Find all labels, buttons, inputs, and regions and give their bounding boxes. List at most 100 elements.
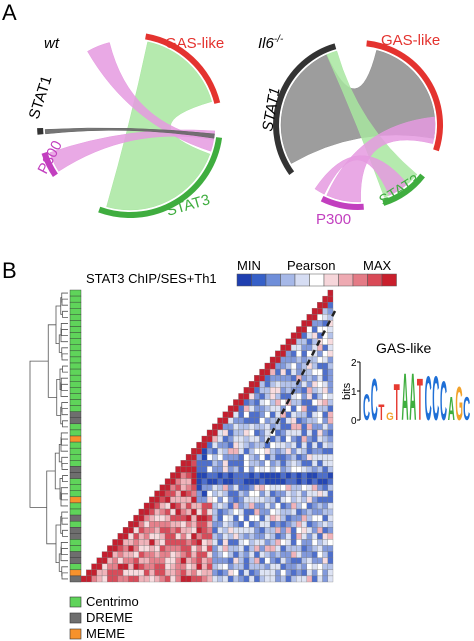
heatmap-cell	[149, 569, 155, 577]
heatmap-cell	[248, 393, 255, 400]
heatmap-cell	[317, 441, 323, 449]
heatmap-cell	[86, 569, 92, 577]
heatmap-cell	[233, 435, 239, 443]
heatmap-cell	[191, 484, 197, 491]
heatmap-cell	[275, 478, 281, 485]
heatmap-cell	[306, 441, 313, 449]
heatmap-cell	[301, 356, 307, 364]
heatmap-cell	[306, 399, 313, 406]
heatmap-cell	[264, 399, 271, 406]
heatmap-cell	[149, 539, 155, 546]
scale-cell	[280, 273, 296, 287]
heatmap-cell	[254, 496, 260, 504]
scale-cell	[338, 273, 354, 287]
heatmap-cell	[301, 484, 307, 491]
heatmap-cell	[112, 557, 118, 564]
heatmap-cell	[311, 387, 318, 394]
heatmap-cell	[296, 527, 302, 534]
heatmap-cell	[254, 441, 260, 449]
heatmap-cell	[206, 569, 213, 577]
heatmap-cell	[290, 545, 297, 552]
heatmap-cell	[275, 448, 281, 455]
dendrogram-branch	[60, 432, 68, 443]
heatmap-cell	[196, 514, 202, 522]
heatmap-cell	[243, 539, 250, 546]
dendrogram-branch	[61, 438, 68, 446]
motif-ytick-label-1: 1	[351, 387, 357, 398]
heatmap-cell	[117, 569, 124, 577]
heatmap-cell	[275, 514, 281, 522]
heatmap-cell	[290, 338, 297, 345]
heatmap-cell	[217, 448, 223, 455]
heatmap-cell	[217, 478, 223, 485]
heatmap-cell	[217, 454, 223, 461]
heatmap-cell	[264, 387, 271, 394]
heatmap-cell	[296, 466, 302, 473]
heatmap-cell	[259, 417, 265, 424]
source-cell	[69, 301, 82, 309]
heatmap-cell	[254, 423, 260, 431]
heatmap-cell	[149, 575, 155, 583]
heatmap-cell	[280, 350, 286, 358]
heatmap-cell	[322, 502, 328, 510]
heatmap-cell	[217, 533, 223, 540]
heatmap-cell	[306, 435, 313, 443]
heatmap-cell	[128, 551, 134, 558]
heatmap-cell	[311, 551, 318, 558]
heatmap-cell	[159, 502, 166, 510]
heatmap-cell	[301, 387, 307, 394]
heatmap-cell	[175, 521, 181, 528]
heatmap-cell	[180, 557, 187, 564]
heatmap-cell	[322, 302, 328, 309]
heatmap-cell	[201, 563, 208, 570]
heatmap-cell	[159, 563, 166, 570]
source-cell	[69, 417, 82, 425]
heatmap-cell	[185, 490, 192, 497]
heatmap-cell	[227, 521, 234, 528]
heatmap-cell	[275, 399, 281, 406]
heatmap-cell	[317, 448, 323, 455]
heatmap-cell	[327, 435, 334, 443]
heatmap-cell	[259, 423, 265, 431]
heatmap-cell	[296, 423, 302, 431]
heatmap-cell	[154, 490, 160, 497]
heatmap-cell	[275, 502, 281, 510]
heatmap-cell	[327, 368, 334, 376]
heatmap-cell	[322, 295, 328, 303]
heatmap-cell	[201, 508, 208, 516]
heatmap-cell	[217, 472, 223, 479]
heatmap-cell	[217, 527, 223, 534]
heatmap-cell	[212, 423, 218, 431]
dendrogram-branch	[62, 310, 68, 318]
heatmap-cell	[170, 502, 176, 510]
heatmap-cell	[238, 429, 244, 437]
heatmap-cell	[227, 527, 234, 534]
heatmap-cell	[164, 575, 171, 583]
dendrogram-branch	[61, 456, 68, 467]
heatmap-cell	[149, 533, 155, 540]
heatmap-cell	[322, 563, 328, 570]
heatmap-cell	[301, 375, 307, 382]
wt-arcs	[37, 33, 223, 219]
heatmap-cell	[311, 314, 318, 321]
source-cell	[69, 533, 82, 540]
heatmap-cell	[243, 387, 250, 394]
heatmap-cell	[317, 551, 323, 558]
heatmap-cell	[212, 533, 218, 540]
heatmap-cell	[206, 429, 213, 437]
heatmap-cell	[264, 557, 271, 564]
heatmap-cell	[238, 441, 244, 449]
chord-arc-p300	[320, 195, 364, 210]
heatmap-cell	[122, 569, 129, 577]
scale-cell	[381, 273, 397, 287]
heatmap-cell	[327, 496, 334, 504]
heatmap-cell	[285, 496, 292, 504]
heatmap-cell	[227, 496, 234, 504]
heatmap-cell	[233, 448, 239, 455]
heatmap-cell	[264, 393, 271, 400]
heatmap-cell	[238, 502, 244, 510]
heatmap-cell	[91, 575, 97, 583]
heatmap-cell	[322, 454, 328, 461]
heatmap-cell	[285, 448, 292, 455]
